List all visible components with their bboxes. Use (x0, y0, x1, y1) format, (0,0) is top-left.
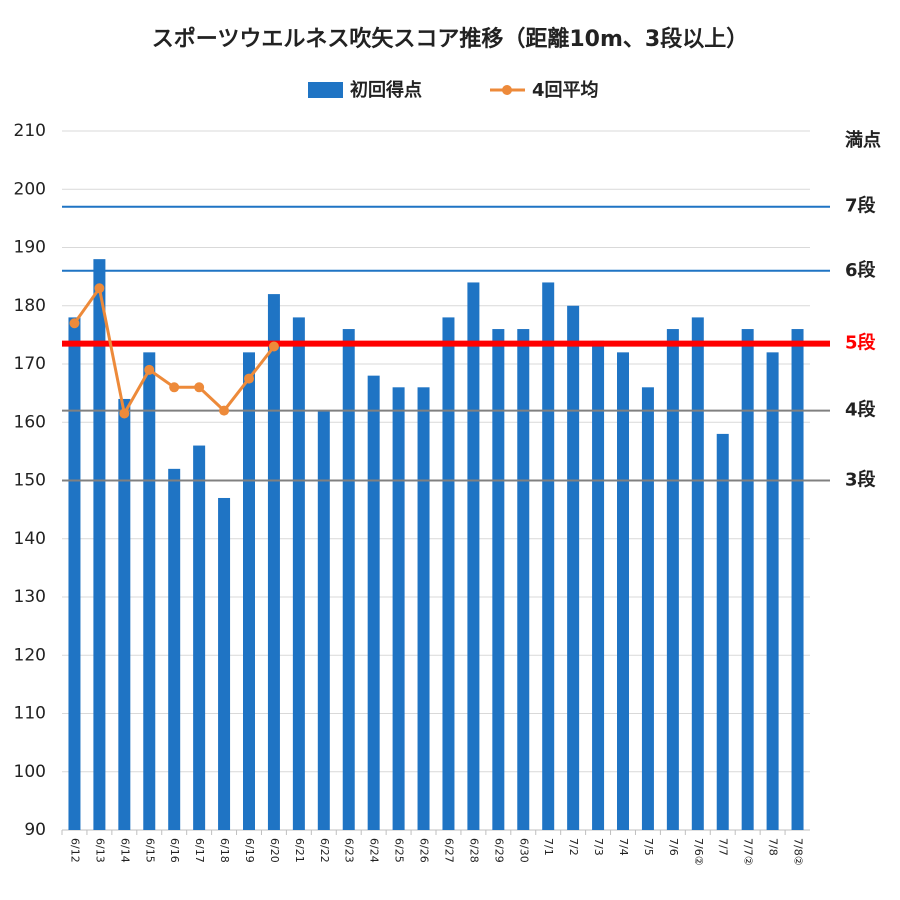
line-point (194, 382, 205, 393)
bar (68, 317, 81, 830)
bar (143, 352, 156, 830)
x-tick-label: 6/29 (492, 838, 505, 863)
y-tick-label: 200 (14, 179, 46, 199)
y-tick-label: 180 (14, 296, 46, 316)
reference-label: 満点 (845, 129, 881, 151)
x-tick-label: 6/17 (193, 838, 206, 863)
x-tick-label: 7/8 (767, 838, 780, 856)
x-tick-label: 7/3 (592, 838, 605, 856)
legend-swatch (308, 82, 343, 98)
x-tick-label: 6/23 (343, 838, 356, 863)
x-tick-label: 7/2 (567, 838, 580, 856)
x-tick-label: 6/14 (118, 838, 131, 863)
x-tick-label: 6/26 (418, 838, 431, 863)
bar (741, 329, 754, 830)
bar (442, 317, 455, 830)
y-tick-label: 140 (14, 529, 46, 549)
line-point (144, 364, 155, 375)
x-tick-label: 6/22 (318, 838, 331, 863)
bar (791, 329, 804, 830)
bar (517, 329, 530, 830)
bar (193, 445, 206, 830)
bar (118, 398, 131, 830)
bar (617, 352, 629, 830)
bar (492, 329, 505, 830)
y-tick-label: 160 (14, 412, 46, 432)
line-point (268, 341, 279, 352)
x-tick-label: 6/15 (143, 838, 156, 863)
line-point (169, 382, 180, 393)
legend-label: 初回得点 (350, 79, 422, 101)
y-tick-label: 170 (14, 354, 46, 374)
bar (367, 375, 380, 830)
x-tick-label: 7/4 (617, 838, 630, 856)
bar (691, 317, 704, 830)
bar (292, 317, 305, 830)
x-tick-label: 7/5 (642, 838, 655, 856)
x-tick-label: 6/28 (467, 838, 480, 863)
x-tick-label: 6/16 (168, 838, 181, 863)
bar (218, 497, 231, 830)
x-tick-label: 7/8② (792, 838, 805, 866)
x-tick-label: 6/19 (243, 838, 256, 863)
line-point (94, 283, 105, 294)
y-tick-label: 130 (14, 587, 46, 607)
bar (417, 387, 430, 830)
x-tick-label: 7/6② (692, 838, 705, 866)
bar (317, 410, 330, 830)
y-tick-label: 120 (14, 645, 46, 665)
x-tick-label: 6/24 (368, 838, 381, 863)
reference-label: 5段 (845, 332, 877, 354)
line-point (219, 405, 230, 416)
bar (243, 352, 255, 830)
y-tick-label: 110 (14, 704, 46, 724)
reference-label: 4段 (845, 399, 877, 421)
line-point (119, 408, 130, 419)
x-tick-label: 6/20 (268, 838, 281, 863)
x-tick-label: 6/12 (68, 838, 81, 863)
y-tick-label: 150 (14, 471, 46, 491)
bar (666, 329, 679, 830)
chart-title: スポーツウエルネス吹矢スコア推移（距離10m、3段以上） (152, 26, 748, 52)
reference-label: 7段 (845, 195, 877, 217)
y-tick-label: 190 (14, 238, 46, 258)
x-tick-label: 6/13 (93, 838, 106, 863)
x-tick-label: 7/6 (667, 838, 680, 856)
bar (93, 259, 106, 830)
bar (168, 468, 181, 830)
bar (392, 387, 405, 830)
x-tick-label: 6/25 (393, 838, 406, 863)
bar (567, 305, 580, 830)
bar (641, 387, 654, 830)
reference-label: 3段 (845, 469, 877, 491)
reference-label: 6段 (845, 259, 877, 281)
bar (267, 294, 280, 831)
legend-label: 4回平均 (532, 79, 599, 101)
x-tick-label: 7/7 (717, 838, 730, 856)
bar (542, 282, 555, 830)
line-point (244, 373, 254, 384)
y-tick-label: 100 (14, 762, 46, 782)
y-tick-label: 90 (24, 820, 46, 840)
x-tick-label: 7/7② (742, 838, 755, 866)
bar (467, 282, 480, 830)
x-tick-label: 6/27 (442, 838, 455, 863)
x-tick-label: 6/21 (293, 838, 306, 863)
x-tick-label: 6/18 (218, 838, 231, 863)
bar (766, 352, 779, 830)
bar (342, 329, 355, 830)
line-point (69, 318, 80, 329)
x-tick-label: 7/1 (542, 838, 555, 856)
legend-swatch (502, 85, 512, 95)
bar (592, 340, 605, 830)
x-tick-label: 6/30 (517, 838, 530, 863)
y-tick-label: 210 (14, 121, 46, 141)
bar (716, 433, 729, 830)
